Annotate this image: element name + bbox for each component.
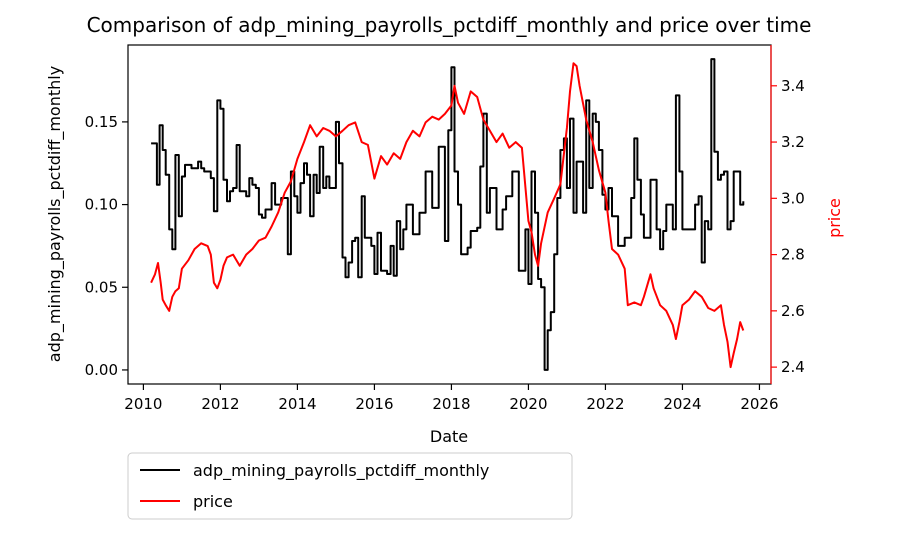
x-tick-label: 2024 — [663, 395, 701, 413]
series-line-price — [150, 62, 745, 369]
left-y-tick-label: 0.10 — [85, 196, 118, 214]
legend-box — [127, 452, 573, 520]
right-y-tick-label: 2.8 — [781, 246, 805, 264]
x-tick-label: 2018 — [432, 395, 470, 413]
right-y-tick-label: 3.0 — [781, 189, 805, 207]
left-y-tick-label: 0.05 — [85, 278, 118, 296]
legend-label-adp: adp_mining_payrolls_pctdiff_monthly — [193, 461, 489, 481]
x-tick-label: 2010 — [124, 395, 162, 413]
left-y-axis: 0.00 0.05 0.10 0.15 — [85, 113, 128, 379]
x-tick-label: 2020 — [509, 395, 547, 413]
x-tick-label: 2014 — [278, 395, 316, 413]
x-tick-label: 2022 — [586, 395, 624, 413]
x-tick-label: 2012 — [201, 395, 239, 413]
left-y-tick-label: 0.00 — [85, 361, 118, 379]
x-axis-label: Date — [430, 427, 468, 446]
chart-title: Comparison of adp_mining_payrolls_pctdif… — [87, 13, 812, 37]
series-line-adp — [151, 58, 745, 371]
right-y-axis-label: price — [825, 198, 844, 238]
x-tick-label: 2026 — [740, 395, 778, 413]
right-y-axis: 2.4 2.6 2.8 3.0 3.2 3.4 — [771, 77, 805, 376]
x-axis: 2010 2012 2014 2016 2018 2020 2022 2024 2026 — [124, 384, 779, 413]
left-y-axis-label: adp_mining_payrolls_pctdiff_monthly — [45, 66, 65, 362]
legend: adp_mining_payrolls_pctdiff_monthly pric… — [127, 452, 573, 520]
series-layer — [150, 58, 745, 371]
right-y-tick-label: 3.4 — [781, 77, 805, 95]
legend-label-price: price — [193, 492, 233, 511]
x-tick-label: 2016 — [355, 395, 393, 413]
right-y-tick-label: 3.2 — [781, 133, 805, 151]
right-y-tick-label: 2.6 — [781, 302, 805, 320]
right-y-tick-label: 2.4 — [781, 358, 805, 376]
left-y-tick-label: 0.15 — [85, 113, 118, 131]
